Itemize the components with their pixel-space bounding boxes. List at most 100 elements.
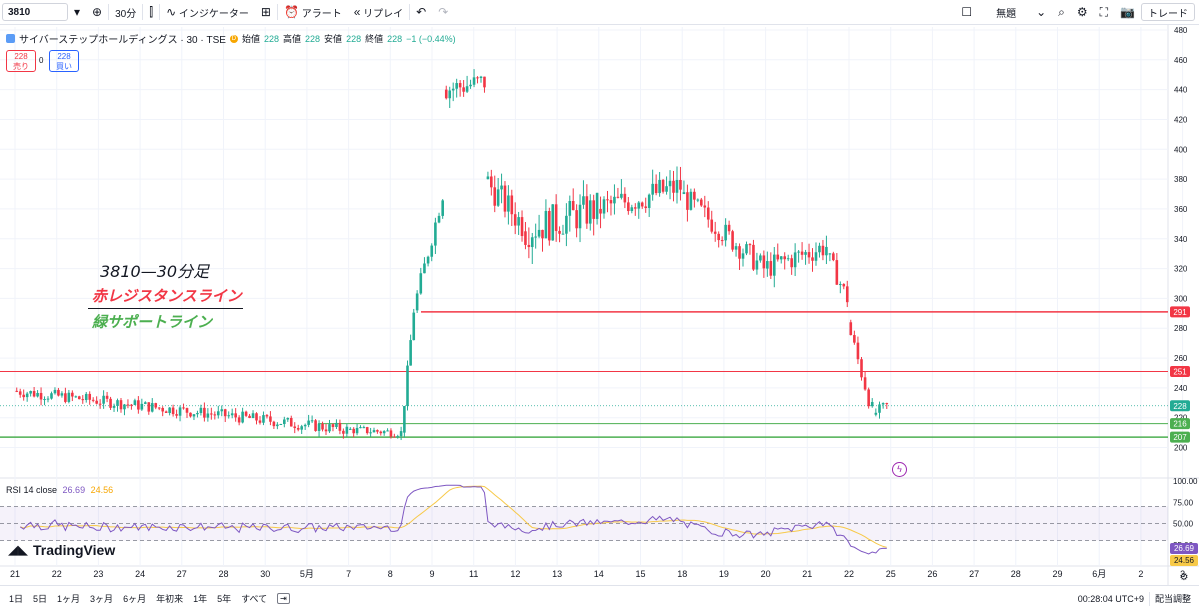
legend-title[interactable]: サイバーステップホールディングス · 30 · TSE [19,35,226,46]
candle-body [77,396,81,400]
time-tick-label: 21 [10,569,20,579]
candle-body [717,233,720,241]
trade-button[interactable]: トレード [1141,3,1195,21]
candle-body [426,256,430,264]
alert-button[interactable]: ⏰ アラート [278,0,348,24]
price-label-box [1170,306,1190,318]
buy-price: 228 [57,52,71,61]
rsi-value-box [1170,543,1198,554]
range-button[interactable]: 1年 [193,594,208,604]
candle-body [500,185,503,190]
candle-body [269,416,272,422]
tradingview-watermark[interactable]: ◢◣ TradingView [8,542,115,558]
settings-button[interactable]: ⚙ [1071,0,1094,24]
range-button[interactable]: 5日 [33,594,48,604]
range-button[interactable]: 年初来 [156,594,184,604]
candle-body [376,430,379,432]
fullscreen-button[interactable]: ⛶ [1094,0,1114,24]
range-button[interactable]: すべて [241,594,268,604]
symbol-search[interactable]: 3810 [2,3,68,21]
candle-body [29,391,32,394]
candle-body [741,253,745,259]
range-button[interactable]: 3ヶ月 [90,594,114,604]
candle-body [839,284,842,286]
lightning-icon[interactable]: ϟ [892,462,907,477]
time-tick-label: 28 [1011,569,1021,579]
candle-body [620,193,623,198]
candle-body [283,419,286,424]
symbol-logo [6,34,15,43]
chart-type-button[interactable]: ⫿ [143,0,159,24]
candle-body [255,413,258,421]
candle-body [595,192,599,219]
chart-canvas[interactable]: 4804604404204003803603403203002802602402… [0,25,1199,585]
time-tick-label: 23 [93,569,103,579]
quick-search-button[interactable]: ⌕ [1052,0,1071,24]
rsi-pane[interactable] [0,484,1168,555]
interval-button[interactable]: 30分 [109,0,142,24]
go-to-date-button[interactable]: ⇥ [272,593,295,604]
rsi-value-label: 26.69 [1174,544,1195,553]
candle-body [609,200,613,204]
candle-body [451,88,455,91]
price-label-box [1170,365,1190,377]
layout-dropdown-button[interactable]: ⌄ [1030,0,1052,24]
candle-body [568,200,572,216]
annotation-support[interactable]: 緑サポートライン [92,313,213,331]
price-tick-label: 280 [1174,324,1188,333]
candle-body [230,413,234,416]
interval-label: 30分 [115,8,137,20]
candle-body [444,89,448,99]
candle-body [745,244,748,254]
indicators-button[interactable]: ∿ インジケーター [160,0,255,24]
buy-button[interactable]: 228 買い [49,50,79,72]
candle-body [213,414,217,416]
candle-body [64,393,67,402]
candle-body [465,86,469,92]
horizontal-lines[interactable] [0,311,1168,438]
candle-body [724,224,727,241]
annotation-title[interactable]: 3810—30分足 [100,262,210,281]
candle-body [490,176,493,188]
templates-button[interactable]: ⊞ [255,0,277,24]
candle-body [807,252,811,258]
replay-label: リプレイ [363,8,404,20]
candle-body [693,191,696,200]
candle-body [95,400,98,404]
candle-body [675,179,679,193]
candle-body [130,404,133,406]
replay-button[interactable]: « リプレイ [348,0,409,24]
range-button[interactable]: 5年 [217,594,232,604]
snapshot-button[interactable]: 📷 [1114,0,1141,24]
undo-button[interactable]: ↶ [410,0,432,24]
candle-body [828,253,832,255]
candle-body [731,231,734,250]
redo-button[interactable]: ↷ [432,0,454,24]
symbol-dropdown-button[interactable]: ▾ [68,0,86,24]
compare-button[interactable]: ⊕ [86,0,108,24]
candle-body [50,393,53,399]
range-button[interactable]: 1ヶ月 [57,594,81,604]
candle-body [296,428,300,430]
chart-background [0,25,1199,585]
annotation-resistance[interactable]: 赤レジスタンスライン [92,287,242,305]
candle-body [144,402,147,404]
candle-body [300,426,303,430]
dividend-adjust-toggle[interactable]: 配当調整 [1154,594,1191,604]
candle-body [835,260,839,285]
range-button[interactable]: 6ヶ月 [123,594,147,604]
layout-name-button[interactable]: 無題 [978,0,1030,24]
candle-body [164,411,168,413]
fullscreen-layout-button[interactable]: ☐ [955,0,978,24]
camera-icon: 📷 [1120,5,1135,19]
candle-body [272,421,276,427]
candle-body [105,395,109,399]
candle-body [88,393,92,400]
clock-display[interactable]: 00:28:04 UTC+9 [1077,593,1144,604]
low-value: 228 [346,33,362,44]
sell-button[interactable]: 228 売り [6,50,36,72]
candle-body [818,245,821,253]
rsi-label[interactable]: RSI 14 close [6,485,58,495]
range-button[interactable]: 1日 [9,594,24,604]
candle-body [25,393,29,398]
